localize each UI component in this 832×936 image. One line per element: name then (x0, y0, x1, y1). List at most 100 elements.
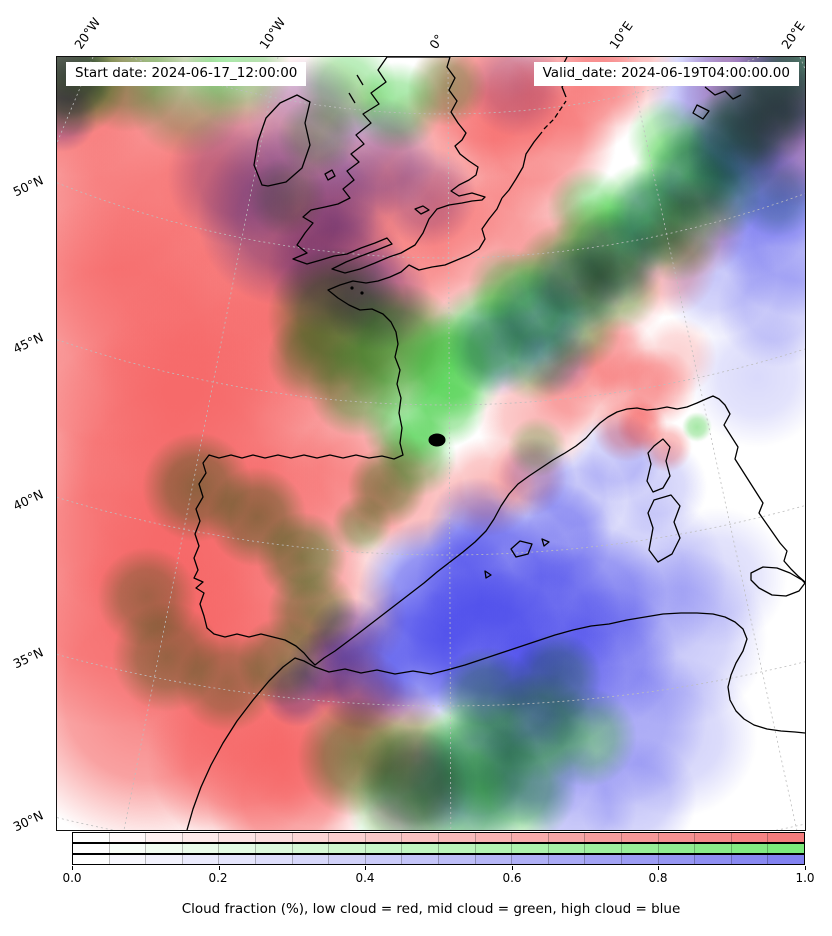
colorbar-cell (182, 833, 220, 842)
start-date-box: Start date: 2024-06-17_12:00:00 (66, 62, 307, 86)
colorbar-cell (219, 833, 256, 842)
colorbar-tick-mark (72, 866, 73, 870)
parallel-gridline (57, 182, 805, 259)
meridian-gridline (799, 57, 805, 70)
colorbar-cell (731, 844, 769, 853)
map-axes: Start date: 2024-06-17_12:00:00 Valid_da… (56, 56, 806, 831)
coastline-sardinia (647, 494, 681, 563)
colorbar-cell (365, 833, 403, 842)
colorbar-cell (402, 833, 439, 842)
colorbar-cell (695, 833, 732, 842)
colorbar-cell (109, 844, 147, 853)
colorbar-cell (621, 844, 659, 853)
left-tick-40n: 40°N (11, 486, 46, 513)
valid-date-box: Valid_date: 2024-06-19T04:00:00.00 (533, 62, 799, 86)
coastline-menorca (541, 538, 550, 547)
colorbar-cell (548, 844, 586, 853)
islet-dot (350, 286, 354, 290)
colorbar-cell (548, 833, 586, 842)
colorbar-cell (695, 844, 732, 853)
marker-dot (428, 433, 446, 447)
coastline-sicily (750, 566, 805, 597)
coastline-ireland (253, 94, 311, 187)
colorbar-tick-mark (218, 866, 220, 870)
colorbar-cell (438, 833, 476, 842)
colorbar-cell (255, 855, 293, 864)
colorbar-cell (512, 833, 549, 842)
coastline-hebrides-2 (348, 92, 356, 104)
graticule-gridlines (57, 57, 805, 830)
colorbar-cell (585, 844, 622, 853)
colorbar-cell (146, 833, 183, 842)
colorbar-cell (621, 855, 659, 864)
parallel-gridline (57, 654, 805, 707)
top-tick-10e: 10°E (606, 18, 636, 51)
coastline-africa-coast (186, 612, 805, 830)
colorbar (72, 832, 805, 865)
top-tick-20w: 20°W (71, 15, 103, 52)
top-tick-20e: 20°E (778, 18, 808, 51)
left-tick-30n: 30°N (11, 807, 46, 834)
left-tick-50n: 50°N (11, 172, 46, 199)
colorbar-cell (475, 855, 513, 864)
colorbar-label-06: 0.6 (502, 871, 522, 885)
colorbar-cell (658, 844, 696, 853)
colorbar-label-08: 0.8 (648, 871, 668, 885)
colorbar-cell (402, 855, 439, 864)
colorbar-cell (731, 855, 769, 864)
colorbar-cell (219, 855, 256, 864)
meridian-gridline (123, 57, 279, 830)
coastlines (186, 57, 805, 830)
colorbar-cell (621, 833, 659, 842)
colorbar-tick-mark (658, 866, 660, 870)
colorbar-cell (695, 855, 732, 864)
colorbar-cell (292, 833, 330, 842)
colorbar-tick-mark (511, 866, 513, 870)
meridian-gridline (447, 57, 452, 830)
colorbar-cell (658, 855, 696, 864)
colorbar-label-0: 0.0 (62, 871, 82, 885)
left-tick-45n: 45°N (11, 329, 46, 356)
coastline-netherlands-coast (501, 131, 543, 199)
colorbar-cell (365, 855, 403, 864)
colorbar-row-high-cloud-blue (73, 855, 804, 864)
coastline-great-britain (292, 57, 486, 274)
colorbar-label-02: 0.2 (208, 871, 228, 885)
colorbar-cell (512, 844, 549, 853)
colorbar-cell (73, 833, 110, 842)
colorbar-cell (768, 855, 804, 864)
colorbar-tick-mark (365, 866, 367, 870)
coastline-isle-of-man (324, 169, 336, 181)
parallel-gridline (57, 339, 805, 406)
colorbar-cell (731, 833, 769, 842)
coastline-mallorca (510, 540, 533, 558)
colorbar-cell (548, 855, 586, 864)
colorbar-cell (438, 844, 476, 853)
colorbar-cell (73, 855, 110, 864)
meridian-gridline (627, 57, 798, 830)
colorbar-cell (329, 844, 366, 853)
colorbar-cell (182, 844, 220, 853)
colorbar-row-low-cloud-red (73, 833, 804, 842)
colorbar-cell (292, 855, 330, 864)
parallel-gridline (57, 497, 805, 556)
colorbar-cell (585, 855, 622, 864)
colorbar-label-04: 0.4 (355, 871, 375, 885)
colorbar-cell (292, 844, 330, 853)
islet-dot (360, 291, 364, 295)
colorbar-cell (329, 855, 366, 864)
coastline-frisian-coast (543, 100, 567, 130)
parallel-gridline (57, 817, 805, 830)
colorbar-cell (768, 844, 804, 853)
top-tick-0: 0° (426, 31, 446, 51)
colorbar-cell (73, 844, 110, 853)
colorbar-cell (146, 844, 183, 853)
colorbar-cell (146, 855, 183, 864)
colorbar-cell (329, 833, 366, 842)
coastline-baltic-coast-2 (692, 104, 710, 120)
colorbar-cell (402, 844, 439, 853)
coastline-hebrides-1 (356, 74, 364, 86)
colorbar-cell (255, 844, 293, 853)
colorbar-cell (365, 844, 403, 853)
